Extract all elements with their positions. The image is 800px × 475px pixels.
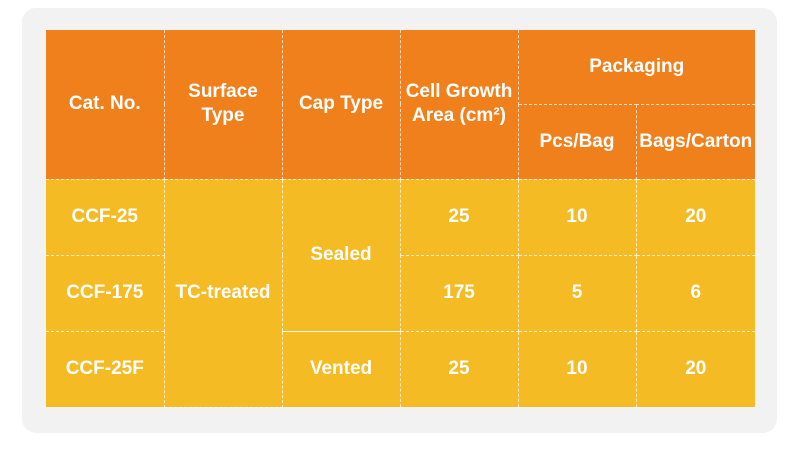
subheader-row: Pcs/Bag Bags/Carton bbox=[46, 103, 756, 180]
cell-surface-type: TC-treated bbox=[163, 178, 283, 408]
product-spec-table: Cat. No. Surface Type Cap Type Cell Grow… bbox=[46, 30, 756, 408]
header-pcs-per-bag: Pcs/Bag bbox=[518, 103, 637, 180]
cell-bags-per-carton: 20 bbox=[635, 330, 756, 407]
header-packaging: Packaging bbox=[517, 30, 756, 105]
cell-bags-per-carton: 20 bbox=[635, 178, 756, 256]
cell-area: 175 bbox=[399, 254, 519, 332]
header-cell-growth-line2: Area (cm²) bbox=[412, 105, 506, 127]
header-cell-growth-line1: Cell Growth bbox=[405, 81, 513, 103]
header-bags-per-carton: Bags/Carton bbox=[635, 103, 756, 180]
cell-area: 25 bbox=[399, 178, 519, 256]
table-row: CCF-25 TC-treated Sealed 25 10 20 bbox=[46, 178, 756, 408]
table-row: CCF-25F Vented 25 10 20 bbox=[46, 330, 756, 407]
header-surface-type: Surface Type bbox=[163, 30, 283, 180]
cell-pcs-per-bag: 10 bbox=[517, 178, 637, 256]
table-row: CCF-175 175 5 6 bbox=[46, 254, 756, 332]
header-cat-no: Cat. No. bbox=[46, 30, 165, 180]
header-cap-type: Cap Type bbox=[281, 30, 401, 180]
cell-cap-type-sealed: Sealed bbox=[281, 178, 401, 332]
header-row: Cat. No. Surface Type Cap Type Cell Grow… bbox=[46, 30, 756, 180]
cell-pcs-per-bag: 5 bbox=[517, 254, 637, 332]
cell-cat-no: CCF-25F bbox=[46, 330, 165, 407]
cell-bags-per-carton: 6 bbox=[635, 254, 756, 332]
cell-cat-no: CCF-175 bbox=[46, 254, 165, 332]
cell-cap-type-vented: Vented bbox=[281, 330, 401, 407]
cell-area: 25 bbox=[399, 330, 519, 407]
cell-cat-no: CCF-25 bbox=[46, 178, 165, 256]
cell-pcs-per-bag: 10 bbox=[517, 330, 637, 407]
header-cell-growth-area: Cell Growth Area (cm²) bbox=[399, 30, 519, 180]
